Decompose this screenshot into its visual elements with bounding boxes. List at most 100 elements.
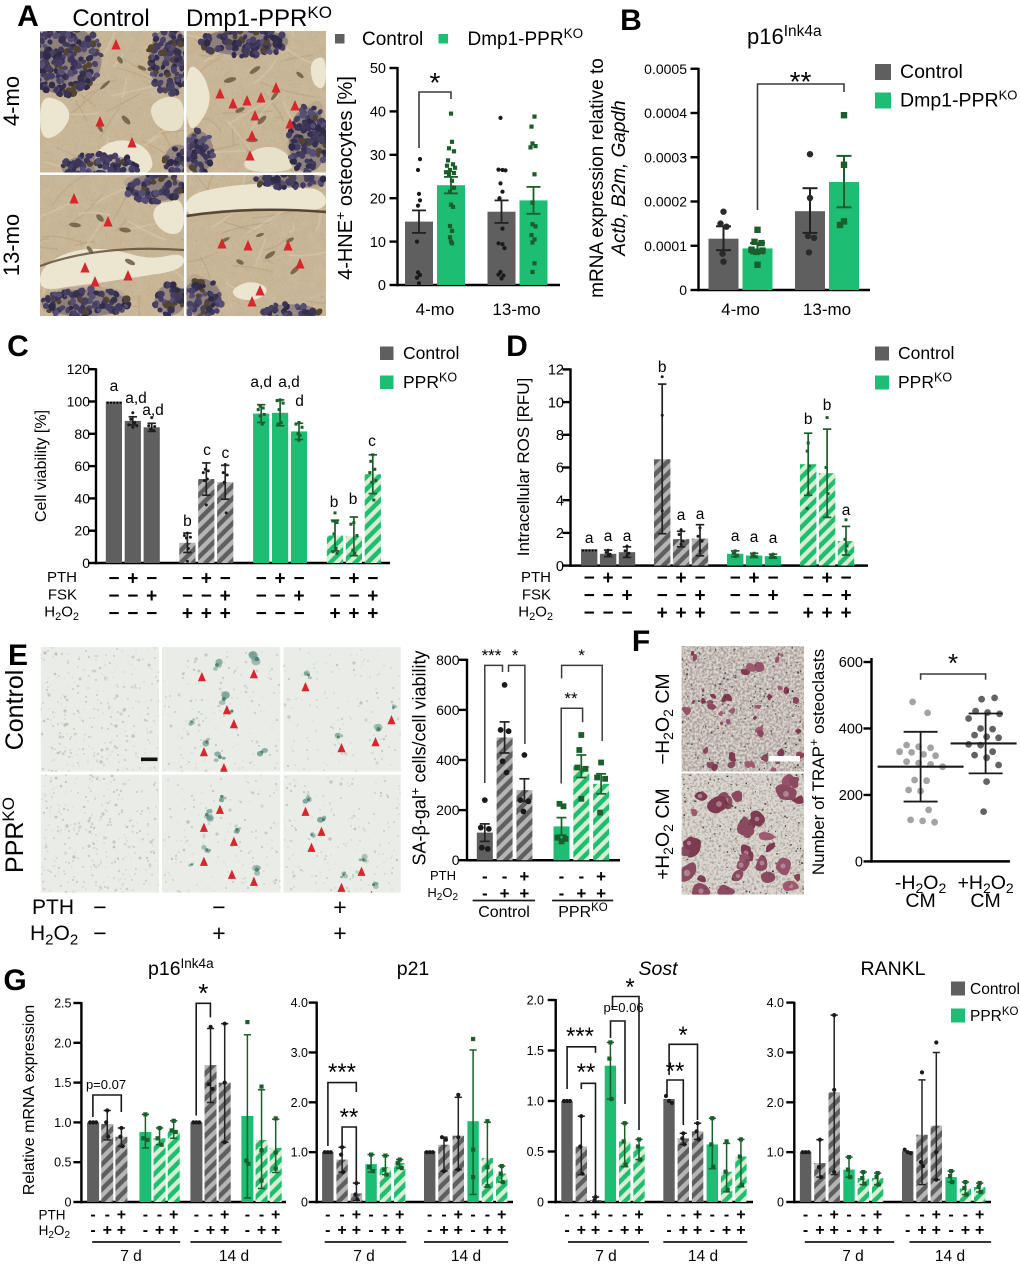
svg-text:-: -	[325, 1222, 330, 1239]
svg-text:D: D	[506, 330, 528, 363]
svg-text:−: −	[293, 569, 304, 590]
svg-text:+: +	[201, 604, 212, 625]
svg-text:-: -	[846, 1207, 851, 1224]
svg-text:-: -	[905, 1207, 910, 1224]
svg-text:***: ***	[482, 646, 502, 665]
svg-text:14 d: 14 d	[451, 1248, 481, 1265]
svg-text:−: −	[749, 586, 760, 607]
svg-text:PTH: PTH	[32, 896, 74, 919]
svg-text:+: +	[220, 586, 231, 607]
svg-text:c: c	[222, 445, 230, 462]
svg-text:-: -	[724, 1207, 729, 1224]
svg-text:p21: p21	[397, 958, 430, 980]
svg-text:-: -	[710, 1222, 715, 1239]
svg-text:−: −	[256, 569, 267, 590]
svg-text:-: -	[622, 1207, 627, 1224]
svg-text:-: -	[368, 1207, 373, 1224]
svg-text:Control: Control	[362, 29, 423, 50]
svg-text:PTH: PTH	[430, 868, 456, 883]
svg-text:+: +	[917, 1222, 926, 1239]
svg-text:−: −	[767, 568, 778, 589]
svg-text:20: 20	[74, 523, 90, 539]
svg-text:+: +	[679, 1222, 688, 1239]
svg-text:b: b	[658, 359, 667, 376]
svg-text:C: C	[7, 330, 29, 363]
svg-text:-: -	[194, 1222, 199, 1239]
svg-text:30: 30	[370, 148, 386, 164]
svg-text:+: +	[333, 894, 346, 920]
svg-text:+: +	[454, 1222, 463, 1239]
svg-text:a,d: a,d	[250, 374, 272, 391]
svg-text:+: +	[439, 1222, 448, 1239]
svg-text:+: +	[454, 1207, 463, 1224]
svg-text:0: 0	[777, 1196, 784, 1210]
svg-text:G: G	[3, 964, 26, 997]
svg-text:4-mo: 4-mo	[721, 300, 760, 319]
svg-text:+: +	[603, 568, 614, 589]
svg-text:b: b	[349, 491, 358, 508]
svg-text:+: +	[676, 568, 687, 589]
svg-text:a: a	[731, 528, 740, 545]
svg-text:-: -	[578, 867, 584, 886]
svg-text:+: +	[117, 1207, 126, 1224]
svg-text:4-mo: 4-mo	[416, 300, 455, 319]
svg-text:-: -	[666, 1222, 671, 1239]
svg-text:CM: CM	[905, 890, 935, 912]
svg-text:Relative mRNA expression: Relative mRNA expression	[21, 1005, 38, 1195]
svg-text:0: 0	[855, 855, 863, 871]
svg-text:+: +	[634, 1207, 643, 1224]
svg-text:-: -	[948, 1222, 953, 1239]
svg-text:+: +	[577, 1222, 586, 1239]
svg-text:+: +	[873, 1222, 882, 1239]
svg-text:*: *	[430, 67, 441, 98]
svg-text:+: +	[975, 1207, 984, 1224]
svg-text:12: 12	[548, 363, 564, 379]
svg-text:4-HNE+ osteocytes [%]: 4-HNE+ osteocytes [%]	[332, 76, 357, 280]
svg-text:+: +	[693, 1207, 702, 1224]
svg-text:−: −	[127, 586, 138, 607]
svg-text:−: −	[676, 586, 687, 607]
svg-text:-: -	[427, 1222, 432, 1239]
svg-text:+: +	[822, 568, 833, 589]
svg-text:**: **	[790, 66, 812, 97]
svg-text:−: −	[730, 568, 741, 589]
svg-text:+: +	[591, 1207, 600, 1224]
svg-text:2: 2	[556, 526, 564, 542]
svg-text:+: +	[146, 586, 157, 607]
svg-text:1.0: 1.0	[767, 1146, 784, 1160]
svg-text:+H2O2 CM: +H2O2 CM	[652, 788, 676, 879]
svg-text:-: -	[339, 1207, 344, 1224]
svg-text:−: −	[293, 604, 304, 625]
svg-text:+: +	[840, 586, 851, 607]
svg-text:+: +	[830, 1222, 839, 1239]
svg-text:40: 40	[74, 490, 90, 506]
svg-text:-: -	[259, 1207, 264, 1224]
svg-text:H2O2: H2O2	[427, 885, 458, 903]
svg-text:600: 600	[839, 655, 863, 671]
svg-text:2.5: 2.5	[54, 997, 71, 1011]
svg-text:3.0: 3.0	[291, 1046, 308, 1060]
svg-text:-: -	[105, 1207, 110, 1224]
svg-text:B: B	[620, 4, 642, 37]
svg-text:13-mo: 13-mo	[803, 300, 851, 319]
svg-text:+: +	[722, 1222, 731, 1239]
svg-text:-: -	[368, 1222, 373, 1239]
svg-text:-: -	[919, 1207, 924, 1224]
svg-text:-: -	[579, 1207, 584, 1224]
svg-text:+: +	[840, 603, 851, 624]
svg-text:-: -	[143, 1222, 148, 1239]
svg-text:+: +	[621, 586, 632, 607]
svg-text:-: -	[441, 1207, 446, 1224]
svg-text:0: 0	[65, 1196, 72, 1210]
svg-text:+: +	[275, 569, 286, 590]
svg-text:+: +	[293, 586, 304, 607]
svg-text:7 d: 7 d	[842, 1248, 864, 1265]
svg-text:−: −	[275, 604, 286, 625]
svg-text:a: a	[750, 529, 759, 546]
svg-text:+: +	[694, 603, 705, 624]
svg-text:+: +	[576, 884, 586, 903]
svg-text:-: -	[564, 1222, 569, 1239]
svg-text:+: +	[333, 920, 346, 946]
svg-text:a: a	[677, 507, 686, 524]
svg-text:−: −	[146, 569, 157, 590]
